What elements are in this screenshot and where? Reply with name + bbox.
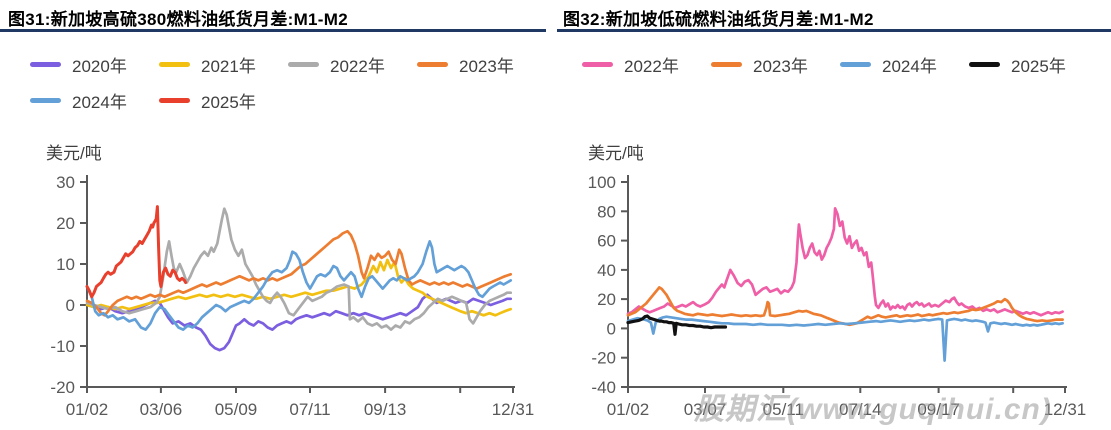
series-line-2022年 bbox=[626, 207, 1064, 317]
legend-label: 2021年 bbox=[201, 56, 256, 76]
legend-swatch-icon bbox=[582, 61, 613, 67]
x-tick-label: 03/06 bbox=[140, 400, 183, 419]
y-tick-label: 0 bbox=[66, 296, 75, 315]
y-tick-label: -10 bbox=[50, 337, 75, 356]
legend-swatch-icon bbox=[159, 97, 190, 103]
legend-label: 2023年 bbox=[459, 56, 514, 76]
chart-32-canvas: 100 80 60 40 20 0 -20 -40 01/02 03/07 05/11 07/14 09… bbox=[588, 173, 1087, 419]
x-tick-label: 09/13 bbox=[364, 400, 407, 419]
y-tick-label: 80 bbox=[597, 202, 616, 221]
series-line-2021年 bbox=[85, 258, 513, 317]
figure-32-title-rule bbox=[557, 29, 1111, 32]
x-tick-label: 03/07 bbox=[684, 400, 727, 419]
legend-swatch-icon bbox=[159, 61, 190, 67]
legend-item-2025年: 2025年 bbox=[159, 88, 288, 112]
figure-31-title-rule bbox=[0, 29, 546, 32]
x-tick-label: 12/31 bbox=[1044, 400, 1087, 419]
y-tick-label: 20 bbox=[597, 290, 616, 309]
y-tick-label: 60 bbox=[597, 232, 616, 251]
legend-swatch-icon bbox=[417, 61, 448, 67]
y-tick-label: 0 bbox=[607, 319, 616, 338]
legend-swatch-icon bbox=[711, 61, 742, 67]
series-line-2025年 bbox=[85, 205, 188, 299]
legend-item-2024年: 2024年 bbox=[840, 52, 969, 76]
legend-label: 2023年 bbox=[753, 56, 808, 76]
legend-swatch-icon bbox=[288, 61, 319, 67]
x-tick-label: 01/02 bbox=[607, 400, 650, 419]
figure-32-legend: 2022年 2023年 2024年 2025年 bbox=[582, 52, 1110, 88]
legend-item-2022年: 2022年 bbox=[288, 52, 417, 76]
series-line-2025年 bbox=[626, 314, 728, 336]
figure-32-title: 图32:新加坡低硫燃料油纸货月差:M1-M2 bbox=[563, 10, 874, 29]
legend-item-2022年: 2022年 bbox=[582, 52, 711, 76]
legend-item-2020年: 2020年 bbox=[30, 52, 159, 76]
legend-label: 2025年 bbox=[1011, 56, 1066, 76]
x-tick-label: 05/09 bbox=[215, 400, 258, 419]
axis-lines bbox=[86, 175, 515, 388]
legend-swatch-icon bbox=[969, 61, 1000, 67]
y-tick-label: 20 bbox=[56, 214, 75, 233]
figure-31-title: 图31:新加坡高硫380燃料油纸货月差:M1-M2 bbox=[8, 10, 348, 29]
x-tick-label: 05/11 bbox=[763, 400, 804, 419]
chart-31-canvas: 30 20 10 0 -10 -20 01/02 03/06 05/09 07/11 09/13 12… bbox=[50, 173, 535, 419]
x-tick-label: 12/31 bbox=[492, 400, 535, 419]
x-tick-label: 07/11 bbox=[289, 400, 330, 419]
legend-label: 2024年 bbox=[72, 92, 127, 112]
series-line-2024年 bbox=[85, 240, 513, 331]
legend-label: 2024年 bbox=[882, 56, 937, 76]
legend-item-2023年: 2023年 bbox=[417, 52, 546, 76]
x-tick-label: 07/14 bbox=[839, 400, 882, 419]
figure-31-legend: 2020年 2021年 2022年 2023年 2024年 2025年 bbox=[30, 52, 550, 124]
legend-swatch-icon bbox=[840, 61, 871, 67]
y-tick-label: 40 bbox=[597, 261, 616, 280]
legend-item-2024年: 2024年 bbox=[30, 88, 159, 112]
legend-swatch-icon bbox=[30, 97, 61, 103]
figure-31-y-unit-label: 美元/吨 bbox=[46, 144, 102, 163]
series-line-2023年 bbox=[85, 229, 513, 317]
legend-item-2021年: 2021年 bbox=[159, 52, 288, 76]
legend-label: 2022年 bbox=[624, 56, 679, 76]
x-tick-label: 09/17 bbox=[917, 400, 960, 419]
x-tick-label: 01/02 bbox=[66, 400, 109, 419]
y-tick-label: -20 bbox=[591, 349, 616, 368]
legend-item-2023年: 2023年 bbox=[711, 52, 840, 76]
legend-label: 2020年 bbox=[72, 56, 127, 76]
axis-lines bbox=[627, 175, 1067, 388]
figure-32-y-unit-label: 美元/吨 bbox=[588, 144, 644, 163]
legend-label: 2022年 bbox=[330, 56, 385, 76]
y-tick-label: -40 bbox=[591, 378, 616, 397]
legend-item-2025年: 2025年 bbox=[969, 52, 1098, 76]
series-line-2024年 bbox=[626, 315, 1064, 362]
watermark: 股期汇(www.guqihui.cn) bbox=[694, 393, 1052, 426]
legend-label: 2025年 bbox=[201, 92, 256, 112]
y-tick-label: 30 bbox=[56, 173, 75, 192]
y-tick-label: 10 bbox=[56, 255, 75, 274]
y-tick-label: 100 bbox=[588, 173, 616, 192]
y-tick-label: -20 bbox=[50, 378, 75, 397]
legend-swatch-icon bbox=[30, 61, 61, 67]
